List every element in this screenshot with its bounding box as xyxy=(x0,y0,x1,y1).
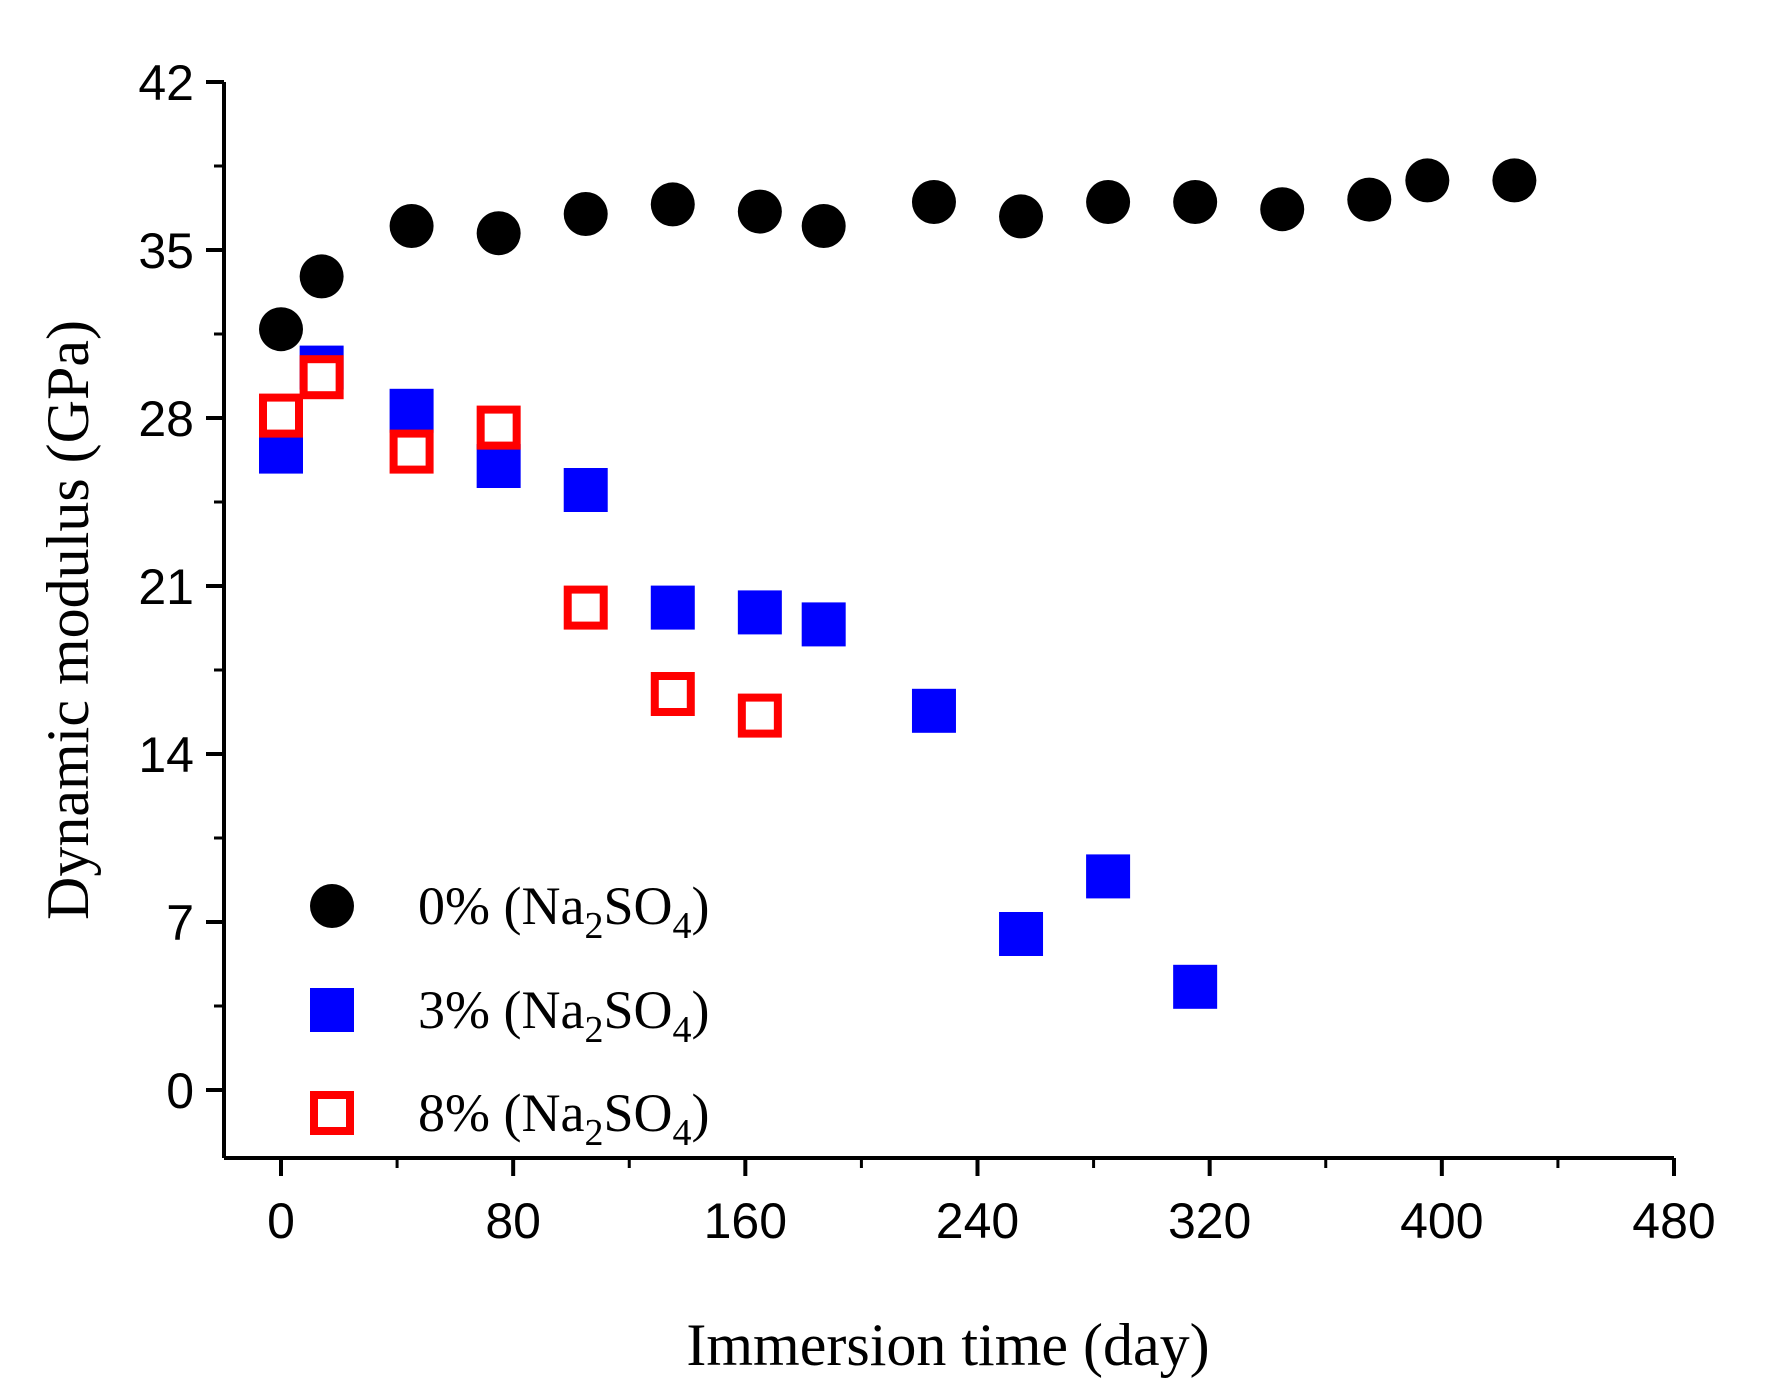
legend: 0% (Na2SO4) 3% (Na2SO4) 8% (Na2SO4) xyxy=(310,876,709,1154)
y-tick-label: 42 xyxy=(138,55,194,111)
x-tick-label: 240 xyxy=(936,1193,1019,1249)
legend-item: 3% (Na2SO4) xyxy=(310,980,709,1051)
series-2 xyxy=(259,355,782,738)
y-tick-label: 21 xyxy=(138,559,194,615)
data-point xyxy=(563,468,608,512)
y-axis-title: Dynamic modulus (GPa) xyxy=(35,320,101,920)
legend-item: 8% (Na2SO4) xyxy=(310,1083,709,1154)
data-point xyxy=(999,912,1044,956)
data-point xyxy=(911,688,956,733)
legend-marker xyxy=(310,1091,354,1135)
data-point xyxy=(389,204,434,248)
legend-label: 0% (Na2SO4) xyxy=(418,876,709,947)
series-0 xyxy=(259,158,1537,352)
data-point xyxy=(1405,158,1450,203)
data-point xyxy=(1086,180,1131,224)
y-tick-label: 7 xyxy=(166,895,194,951)
data-point xyxy=(299,254,344,299)
data-point xyxy=(737,693,782,738)
data-point xyxy=(737,590,782,635)
data-point xyxy=(1173,964,1218,1009)
y-tick-label: 0 xyxy=(166,1063,194,1119)
data-point xyxy=(911,180,956,224)
legend-marker xyxy=(310,988,354,1032)
x-axis-title: Immersion time (day) xyxy=(686,1312,1209,1378)
data-point xyxy=(563,585,608,630)
legend-item: 0% (Na2SO4) xyxy=(310,876,709,947)
axes xyxy=(222,82,1674,1160)
data-point xyxy=(259,307,303,352)
data-point xyxy=(1260,187,1305,232)
data-point xyxy=(299,355,344,400)
legend-label: 3% (Na2SO4) xyxy=(418,980,709,1051)
data-point xyxy=(476,405,521,450)
y-tick-label: 28 xyxy=(138,391,194,447)
x-tick-label: 320 xyxy=(1168,1193,1251,1249)
data-point xyxy=(259,393,303,438)
data-point xyxy=(389,388,434,433)
data-point xyxy=(801,204,846,248)
data-point xyxy=(1347,177,1392,222)
data-point xyxy=(650,585,695,630)
y-tick-label: 35 xyxy=(138,223,194,279)
y-tick-label: 14 xyxy=(138,727,194,783)
data-point xyxy=(476,444,521,488)
data-point xyxy=(737,189,782,234)
data-point xyxy=(1492,158,1537,203)
data-point xyxy=(1086,854,1131,899)
data-point xyxy=(801,602,846,647)
legend-label: 8% (Na2SO4) xyxy=(418,1083,709,1154)
x-tick-label: 480 xyxy=(1632,1193,1715,1249)
data-point xyxy=(1173,180,1218,224)
data-point xyxy=(999,194,1044,239)
data-point xyxy=(563,192,608,236)
data-point xyxy=(476,211,521,256)
x-tick-label: 80 xyxy=(485,1193,541,1249)
x-tick-label: 0 xyxy=(267,1193,295,1249)
series-1 xyxy=(259,345,1218,1009)
x-ticks: 0 80 160 240 320 400 480 xyxy=(267,1158,1716,1249)
data-point xyxy=(650,182,695,227)
legend-marker xyxy=(310,884,354,928)
y-ticks: 0 7 14 21 28 35 42 xyxy=(138,55,224,1119)
data-point xyxy=(389,429,434,474)
data-markers xyxy=(259,158,1537,1009)
data-point xyxy=(650,672,695,716)
x-tick-label: 160 xyxy=(704,1193,787,1249)
x-tick-label: 400 xyxy=(1400,1193,1483,1249)
